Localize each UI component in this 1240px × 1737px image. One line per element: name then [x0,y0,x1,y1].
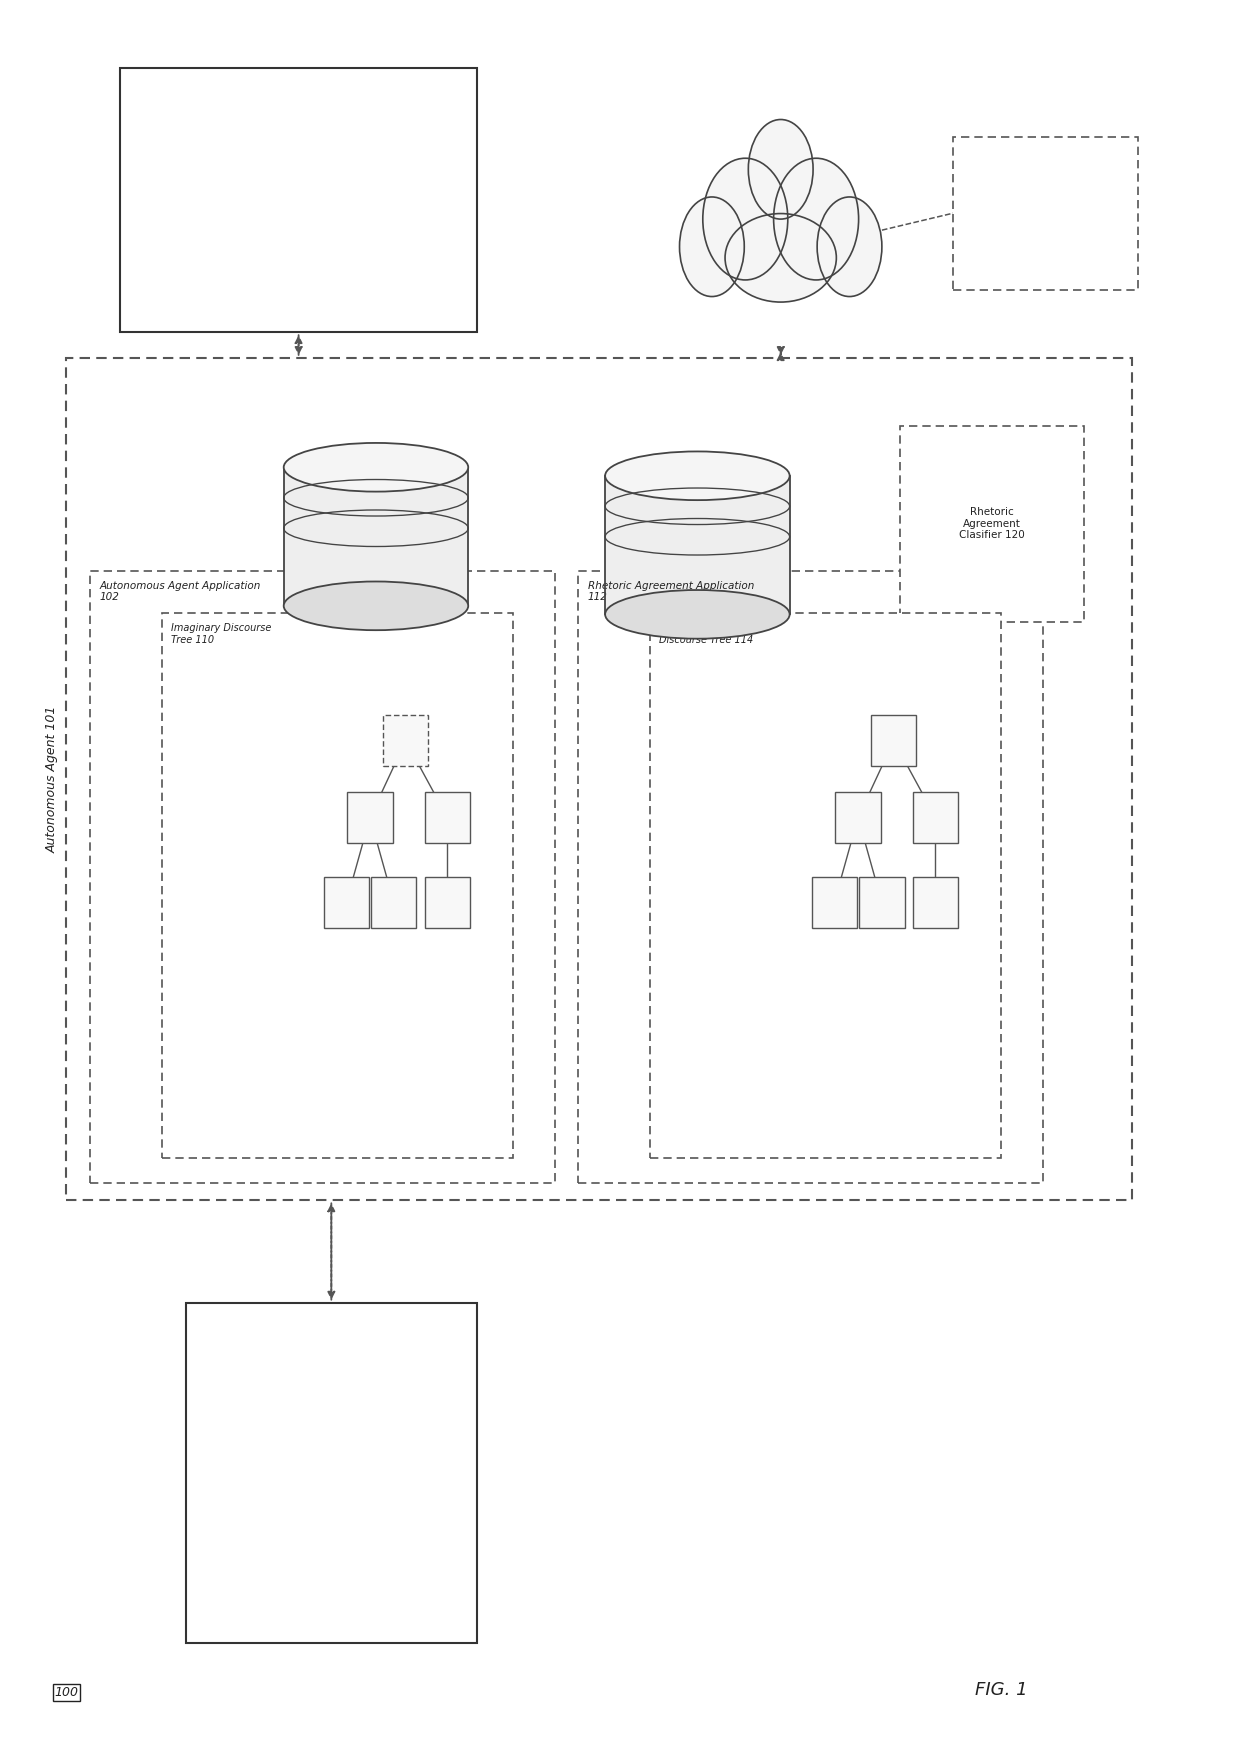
Ellipse shape [284,443,469,492]
FancyBboxPatch shape [859,877,904,928]
Text: FIG. 1: FIG. 1 [975,1681,1027,1699]
FancyBboxPatch shape [913,792,959,842]
Ellipse shape [774,158,858,280]
FancyBboxPatch shape [161,613,513,1159]
FancyBboxPatch shape [383,716,428,766]
FancyBboxPatch shape [836,792,880,842]
Text: Database 115: Database 115 [340,651,413,660]
Text: 100: 100 [55,1687,78,1699]
Text: Rhetoric
Agreement
Clasifier 120: Rhetoric Agreement Clasifier 120 [959,507,1025,540]
Ellipse shape [817,196,882,297]
Text: Output Answer 150: Output Answer 150 [129,82,231,92]
FancyBboxPatch shape [347,792,393,842]
Text: What is an
advantage of
an electric
car?: What is an advantage of an electric car? [290,1461,373,1518]
FancyBboxPatch shape [650,613,1001,1159]
Ellipse shape [605,452,790,500]
FancyBboxPatch shape [120,68,477,332]
Text: Rhetoric Agreement Application
112: Rhetoric Agreement Application 112 [588,580,754,603]
FancyBboxPatch shape [872,716,916,766]
FancyBboxPatch shape [812,877,857,928]
FancyBboxPatch shape [371,877,417,928]
Text: Communicative
Discourse Tree 114: Communicative Discourse Tree 114 [660,624,754,644]
Text: Server 160: Server 160 [1014,208,1076,219]
FancyBboxPatch shape [324,877,368,928]
Ellipse shape [748,120,813,219]
Text: Input Question 130: Input Question 130 [195,1317,295,1325]
Text: Training Data 125: Training Data 125 [651,658,744,669]
FancyBboxPatch shape [578,570,1043,1183]
Text: Autonomous Agent Application
102: Autonomous Agent Application 102 [99,580,262,603]
Ellipse shape [680,196,744,297]
Text: Imaginary Discourse
Tree 110: Imaginary Discourse Tree 110 [171,624,272,644]
FancyBboxPatch shape [91,570,554,1183]
Ellipse shape [284,582,469,631]
Bar [605,476,790,615]
Ellipse shape [703,158,787,280]
FancyBboxPatch shape [186,1303,477,1643]
FancyBboxPatch shape [900,426,1084,622]
Text: Data
Network 104: Data Network 104 [745,228,816,250]
FancyBboxPatch shape [425,877,470,928]
FancyBboxPatch shape [67,358,1132,1200]
Bar [284,467,469,606]
FancyBboxPatch shape [913,877,959,928]
FancyBboxPatch shape [425,792,470,842]
Ellipse shape [605,591,790,639]
Text: Autonomous Agent 101: Autonomous Agent 101 [46,705,58,853]
Text: There is no
need for
gasoline.: There is no need for gasoline. [264,196,334,240]
FancyBboxPatch shape [954,137,1138,290]
Ellipse shape [725,214,836,302]
